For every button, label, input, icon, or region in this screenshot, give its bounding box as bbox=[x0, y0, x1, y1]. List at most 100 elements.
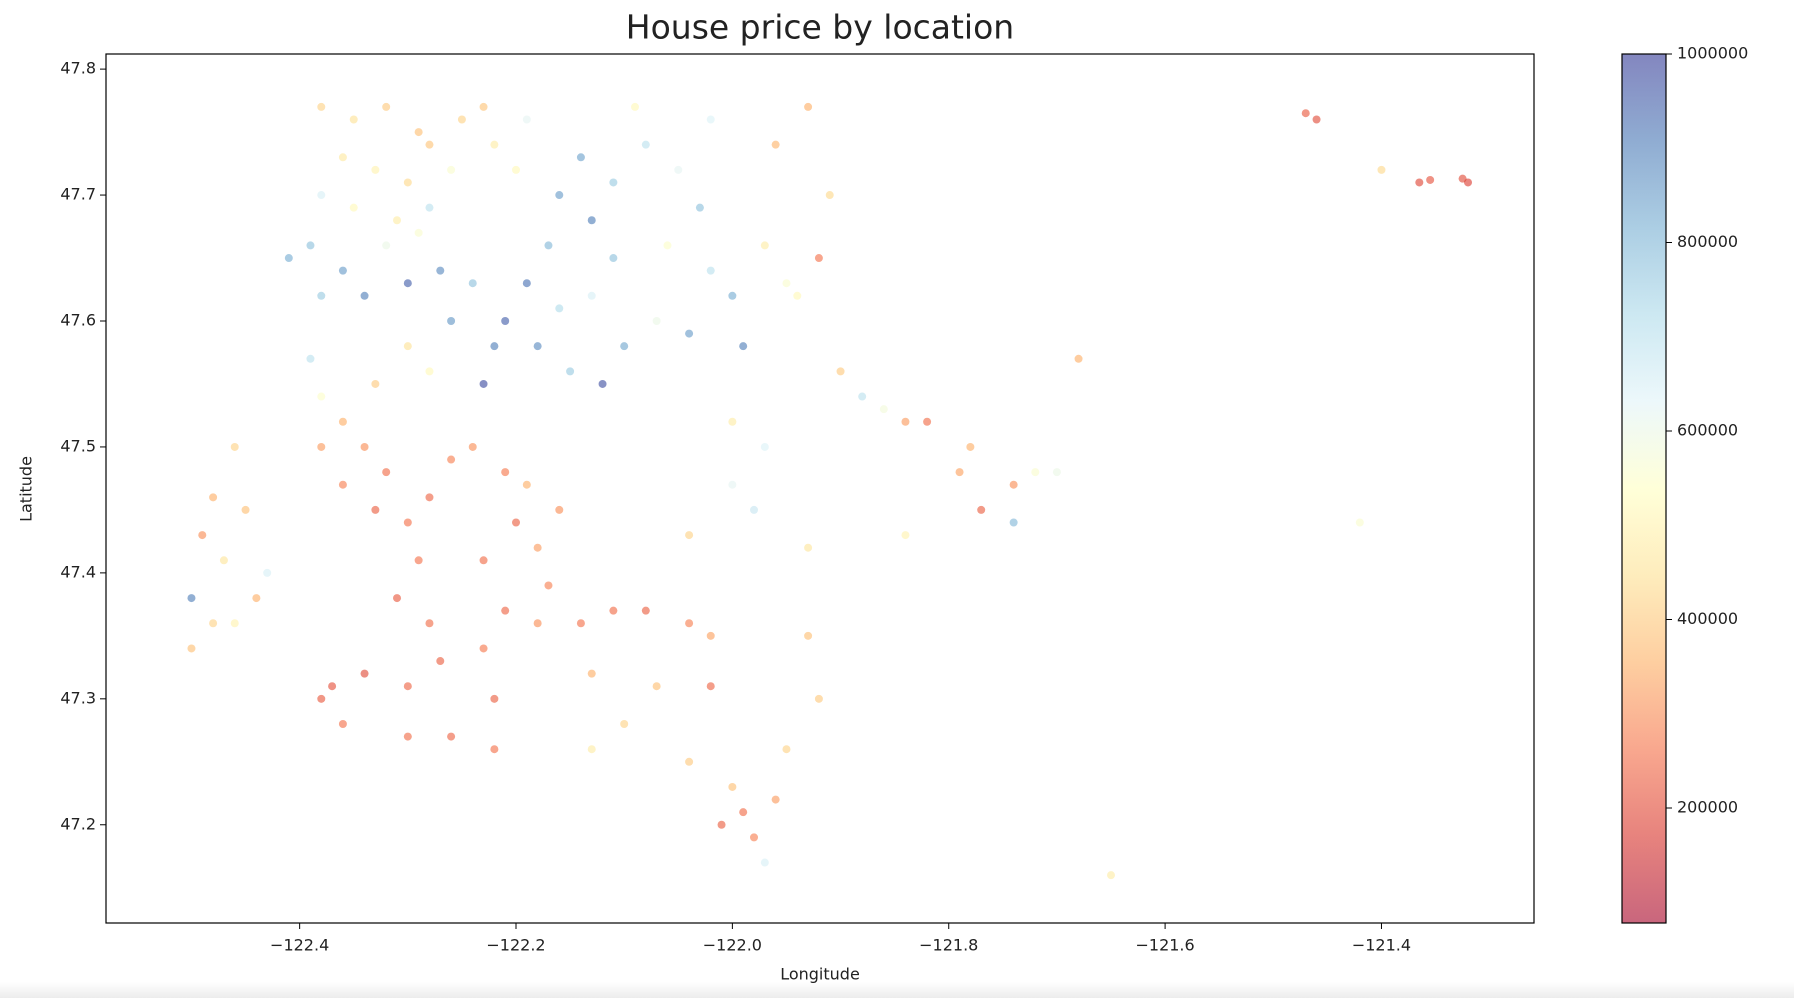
data-point bbox=[501, 468, 510, 477]
data-point bbox=[425, 619, 434, 628]
data-point bbox=[706, 115, 715, 124]
data-point bbox=[576, 153, 585, 162]
data-point bbox=[317, 291, 326, 300]
x-tick-label: −122.4 bbox=[270, 936, 329, 955]
data-point bbox=[468, 279, 477, 288]
data-point bbox=[349, 115, 358, 124]
data-point bbox=[360, 669, 369, 678]
data-point bbox=[425, 493, 434, 502]
y-tick-label: 47.3 bbox=[60, 688, 96, 707]
data-point bbox=[533, 543, 542, 552]
y-tick-label: 47.4 bbox=[60, 562, 96, 581]
data-point bbox=[209, 493, 218, 502]
data-point bbox=[620, 342, 629, 351]
data-point bbox=[403, 342, 412, 351]
data-point bbox=[782, 279, 791, 288]
data-point bbox=[955, 468, 964, 477]
data-point bbox=[1031, 468, 1040, 477]
data-point bbox=[501, 316, 510, 325]
data-point bbox=[338, 720, 347, 729]
data-point bbox=[760, 858, 769, 867]
data-point bbox=[338, 153, 347, 162]
x-tick-label: −122.2 bbox=[486, 936, 545, 955]
data-point bbox=[631, 102, 640, 111]
data-point bbox=[338, 266, 347, 275]
data-point bbox=[501, 606, 510, 615]
y-tick-label: 47.6 bbox=[60, 310, 96, 329]
data-point bbox=[544, 581, 553, 590]
data-point bbox=[230, 442, 239, 451]
data-point bbox=[728, 782, 737, 791]
data-point bbox=[479, 556, 488, 565]
data-point bbox=[1312, 115, 1321, 124]
data-point bbox=[241, 505, 250, 514]
data-point bbox=[1377, 165, 1386, 174]
data-point bbox=[782, 745, 791, 754]
x-tick-label: −121.4 bbox=[1352, 936, 1411, 955]
data-point bbox=[674, 165, 683, 174]
data-point bbox=[587, 669, 596, 678]
data-point bbox=[198, 531, 207, 540]
colorbar-tick-label: 400000 bbox=[1677, 609, 1738, 628]
data-point bbox=[555, 191, 564, 200]
data-point bbox=[533, 619, 542, 628]
data-point bbox=[414, 556, 423, 565]
data-point bbox=[533, 342, 542, 351]
data-point bbox=[566, 367, 575, 376]
data-point bbox=[652, 682, 661, 691]
data-point bbox=[187, 644, 196, 653]
colorbar bbox=[1621, 53, 1667, 924]
data-point bbox=[403, 518, 412, 527]
data-point bbox=[393, 216, 402, 225]
data-point bbox=[793, 291, 802, 300]
data-point bbox=[447, 732, 456, 741]
data-point bbox=[425, 140, 434, 149]
data-point bbox=[685, 329, 694, 338]
data-point bbox=[360, 442, 369, 451]
data-point bbox=[739, 342, 748, 351]
data-point bbox=[598, 379, 607, 388]
data-point bbox=[804, 543, 813, 552]
colorbar-tick-label: 1000000 bbox=[1677, 44, 1748, 63]
data-point bbox=[685, 757, 694, 766]
data-point bbox=[522, 115, 531, 124]
data-point bbox=[393, 594, 402, 603]
data-point bbox=[760, 241, 769, 250]
data-point bbox=[706, 631, 715, 640]
y-tick-label: 47.8 bbox=[60, 59, 96, 78]
data-point bbox=[620, 720, 629, 729]
y-tick-label: 47.7 bbox=[60, 185, 96, 204]
chart-title: House price by location bbox=[626, 8, 1014, 47]
data-point bbox=[1415, 178, 1424, 187]
data-point bbox=[836, 367, 845, 376]
data-point bbox=[555, 304, 564, 313]
data-point bbox=[403, 178, 412, 187]
data-point bbox=[609, 606, 618, 615]
x-tick-label: −121.6 bbox=[1135, 936, 1194, 955]
x-tick-label: −121.8 bbox=[919, 936, 978, 955]
x-axis-label: Longitude bbox=[780, 965, 860, 984]
data-point bbox=[750, 505, 759, 514]
data-point bbox=[490, 342, 499, 351]
data-point bbox=[490, 140, 499, 149]
plot-frame bbox=[105, 53, 1535, 924]
data-point bbox=[403, 732, 412, 741]
data-point bbox=[717, 820, 726, 829]
data-point bbox=[263, 568, 272, 577]
data-point bbox=[490, 694, 499, 703]
data-point bbox=[977, 505, 986, 514]
data-point bbox=[576, 619, 585, 628]
data-point bbox=[447, 165, 456, 174]
colorbar-tick-label: 600000 bbox=[1677, 421, 1738, 440]
data-point bbox=[814, 694, 823, 703]
data-point bbox=[728, 480, 737, 489]
data-point bbox=[728, 291, 737, 300]
data-point bbox=[728, 417, 737, 426]
colorbar-tick-label: 800000 bbox=[1677, 232, 1738, 251]
footer-strip bbox=[0, 982, 1794, 998]
data-point bbox=[284, 254, 293, 263]
data-point bbox=[858, 392, 867, 401]
data-point bbox=[1464, 178, 1473, 187]
data-point bbox=[382, 102, 391, 111]
data-point bbox=[447, 455, 456, 464]
